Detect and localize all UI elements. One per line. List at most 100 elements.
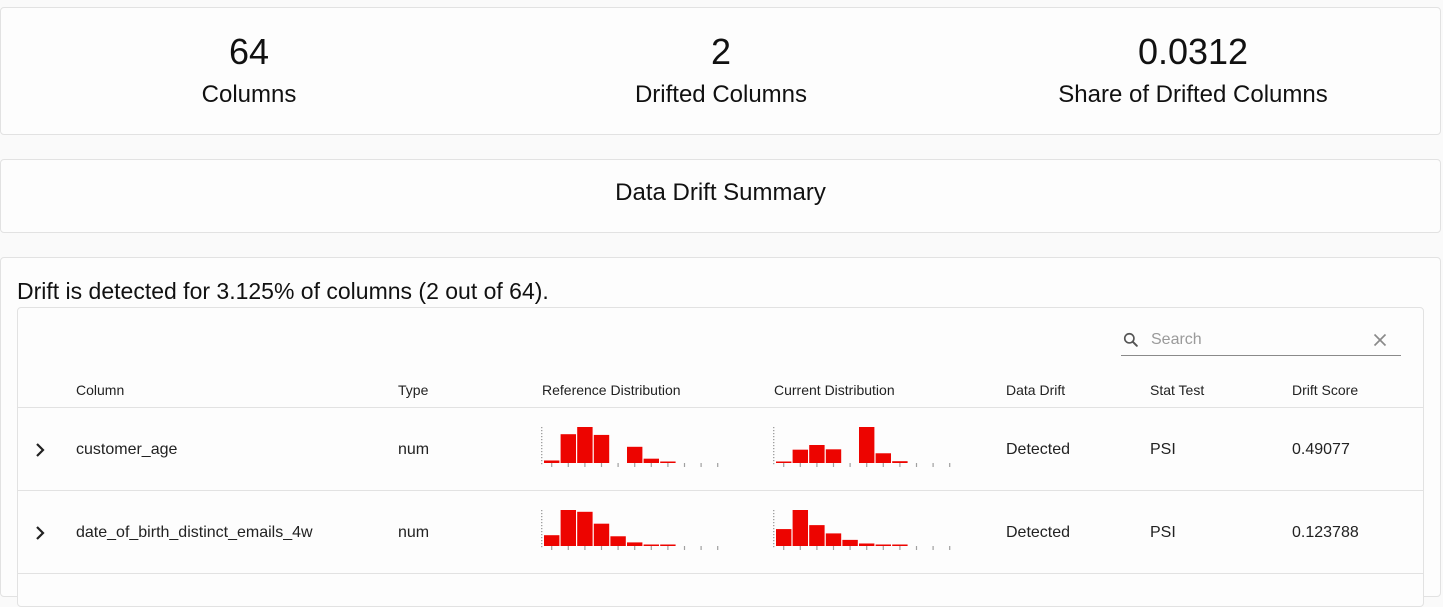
axis-dot (773, 439, 775, 441)
axis-dot (773, 531, 775, 533)
cell-type: num (398, 524, 430, 541)
search-input[interactable] (1149, 328, 1369, 352)
axis-tick (717, 463, 719, 467)
axis-tick (849, 546, 851, 550)
header-stat-test[interactable]: Stat Test (1150, 382, 1205, 398)
histogram-bar (660, 544, 676, 546)
axis-tick (700, 463, 702, 467)
axis-tick (667, 463, 669, 467)
header-current-distribution: Current Distribution (774, 382, 895, 398)
metric-label: Columns (201, 81, 297, 108)
axis-dot (541, 445, 543, 447)
reference-distribution-chart (541, 427, 719, 467)
axis-dot (773, 525, 775, 527)
histogram-bar (544, 535, 560, 546)
axis-tick (949, 546, 951, 550)
axis-dot (541, 451, 543, 453)
axis-dot (773, 537, 775, 539)
histogram-bar (792, 510, 808, 546)
histogram-bar (627, 446, 643, 463)
header-drift-score[interactable]: Drift Score (1292, 382, 1359, 398)
current-distribution-chart (773, 510, 951, 550)
axis-dot (541, 543, 543, 545)
close-icon[interactable] (1369, 329, 1391, 351)
axis-tick (899, 463, 901, 467)
table-row: date_of_birth_distinct_emails_4w num Det… (18, 491, 1423, 574)
metric-value: 2 (710, 31, 732, 72)
histogram-bar (560, 510, 576, 546)
header-reference-distribution: Reference Distribution (542, 382, 681, 398)
chevron-right-icon[interactable] (28, 438, 52, 462)
axis-dot (541, 430, 543, 432)
cell-drift-score: 0.49077 (1292, 441, 1350, 458)
axis-dot (773, 454, 775, 456)
histogram-bar (859, 427, 875, 463)
histogram-bar (643, 544, 659, 546)
axis-dot (773, 445, 775, 447)
histogram-bar (610, 536, 626, 546)
axis-tick (816, 546, 818, 550)
metric-value: 0.0312 (1137, 31, 1249, 72)
axis-dot (773, 540, 775, 542)
axis-tick (949, 463, 951, 467)
axis-dot (541, 531, 543, 533)
axis-tick (600, 463, 603, 467)
axis-dot (541, 519, 543, 521)
histogram-bar (859, 543, 875, 546)
axis-dot (773, 436, 775, 438)
drift-table: Column Type Reference Distribution Curre… (17, 307, 1424, 607)
reference-distribution-chart (541, 510, 719, 550)
axis-dot (773, 448, 775, 450)
axis-tick (567, 463, 569, 467)
axis-dot (541, 510, 543, 512)
axis-tick (866, 546, 868, 550)
histogram-bar (776, 461, 792, 463)
axis-dot (541, 534, 543, 536)
histogram-bar (825, 533, 842, 546)
header-column[interactable]: Column (76, 382, 125, 398)
axis-dot (541, 457, 543, 459)
axis-dot (773, 427, 775, 429)
histogram-bar (627, 542, 643, 546)
axis-tick (567, 546, 569, 550)
header-type[interactable]: Type (398, 382, 429, 398)
axis-tick (617, 546, 619, 550)
axis-dot (773, 528, 775, 530)
metric-label: Share of Drifted Columns (1058, 81, 1328, 108)
search-box[interactable] (1121, 326, 1401, 356)
axis-tick (584, 546, 586, 550)
axis-dot (541, 448, 543, 450)
axis-dot (541, 528, 543, 530)
axis-dot (541, 546, 543, 548)
cell-data-drift: Detected (1006, 441, 1071, 458)
axis-tick (634, 463, 636, 467)
axis-dot (773, 534, 775, 536)
detail-card: Drift is detected for 3.125% of columns … (0, 257, 1441, 607)
chevron-right-icon[interactable] (28, 521, 52, 545)
axis-dot (541, 439, 543, 441)
axis-tick (832, 463, 835, 467)
cell-type: num (398, 441, 430, 458)
axis-tick (799, 546, 801, 550)
axis-tick (816, 463, 818, 467)
axis-dot (541, 516, 543, 518)
cell-stat-test: PSI (1150, 524, 1176, 541)
axis-dot (773, 457, 775, 459)
cell-column: customer_age (76, 441, 178, 458)
axis-tick (700, 546, 702, 550)
axis-dot (541, 525, 543, 527)
axis-dot (541, 442, 543, 444)
table-row: customer_age num Detected PSI 0.49077 (18, 408, 1423, 491)
axis-dot (773, 451, 775, 453)
axis-tick (650, 463, 652, 467)
histogram-bar (776, 529, 792, 546)
histogram-bar (892, 461, 908, 463)
axis-tick (683, 463, 686, 467)
axis-tick (667, 546, 669, 550)
histogram-bar (875, 453, 891, 463)
cell-column: date_of_birth_distinct_emails_4w (76, 524, 313, 541)
axis-dot (773, 546, 775, 548)
axis-dot (773, 463, 775, 465)
header-data-drift[interactable]: Data Drift (1006, 382, 1066, 398)
axis-tick (551, 463, 553, 467)
